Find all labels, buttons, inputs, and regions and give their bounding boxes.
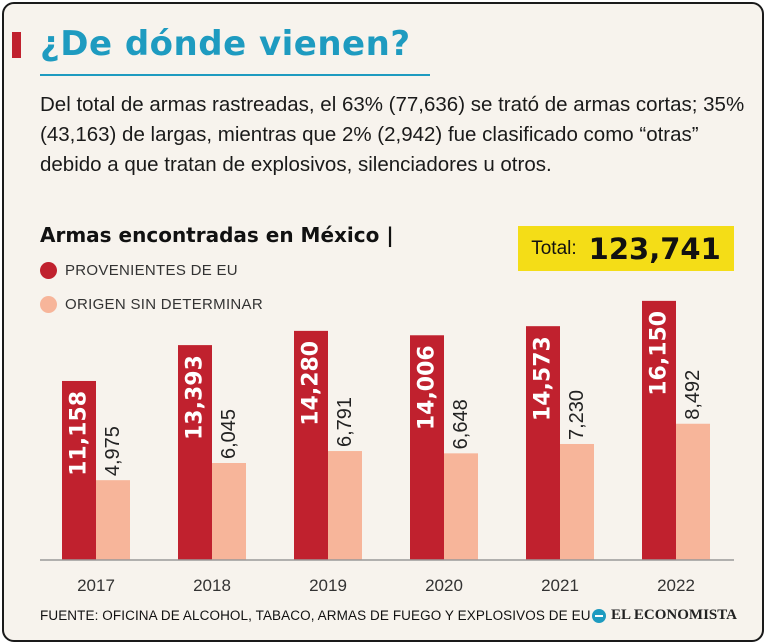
x-tick-label-2019: 2019: [309, 576, 347, 595]
title-accent-bar: [12, 32, 21, 58]
brand-logo: EL ECONOMISTA: [592, 607, 737, 624]
intro-paragraph: Del total de armas rastreadas, el 63% (7…: [40, 93, 745, 176]
source-note: FUENTE: OFICINA DE ALCOHOL, TABACO, ARMA…: [40, 608, 591, 623]
title-underline: [40, 74, 430, 76]
x-tick-label-2020: 2020: [425, 576, 463, 595]
legend-swatch-undetermined: [40, 295, 57, 313]
x-tick-label-2018: 2018: [193, 576, 231, 595]
legend-swatch-eu: [40, 261, 57, 279]
legend-label-eu: PROVENIENTES DE EU: [65, 261, 238, 279]
legend-item-eu: PROVENIENTES DE EU: [40, 259, 263, 281]
x-tick-label-2021: 2021: [541, 576, 579, 595]
bar-eu-2020: [410, 335, 444, 560]
bar-eu-2021: [526, 326, 560, 560]
x-tick-label-2022: 2022: [657, 576, 695, 595]
data-label-undetermined-2021: 7,230: [566, 390, 588, 440]
bar-undetermined-2017: [96, 480, 130, 560]
chart-title: Armas encontradas en México |: [40, 223, 394, 247]
data-label-eu-2019: 14,280: [299, 341, 324, 426]
chart-legend: PROVENIENTES DE EU ORIGEN SIN DETERMINAR: [40, 259, 263, 327]
total-value: 123,741: [588, 231, 721, 266]
data-label-undetermined-2017: 4,975: [102, 426, 124, 476]
bar-undetermined-2020: [444, 453, 478, 560]
data-label-eu-2022: 16,150: [647, 311, 672, 396]
bar-undetermined-2022: [676, 423, 710, 560]
bar-eu-2017: [62, 380, 96, 560]
data-label-undetermined-2019: 6,791: [334, 397, 356, 447]
data-label-undetermined-2018: 6,045: [218, 409, 240, 459]
bar-undetermined-2019: [328, 451, 362, 560]
data-label-eu-2020: 14,006: [415, 345, 440, 430]
data-label-undetermined-2020: 6,648: [450, 399, 472, 449]
bar-undetermined-2021: [560, 443, 594, 560]
data-label-eu-2017: 11,158: [67, 391, 92, 476]
bar-eu-2019: [294, 330, 328, 560]
total-badge: Total: 123,741: [518, 226, 734, 271]
legend-item-undetermined: ORIGEN SIN DETERMINAR: [40, 293, 263, 315]
bar-eu-2022: [642, 300, 676, 560]
data-label-undetermined-2022: 8,492: [682, 370, 704, 420]
legend-label-undetermined: ORIGEN SIN DETERMINAR: [65, 295, 263, 313]
total-label: Total:: [531, 237, 577, 259]
brand-globe-icon: [592, 608, 606, 623]
bar-undetermined-2018: [212, 463, 246, 560]
x-tick-label-2017: 2017: [77, 576, 115, 595]
brand-name: EL ECONOMISTA: [611, 607, 737, 623]
bar-eu-2018: [178, 345, 212, 560]
data-label-eu-2018: 13,393: [183, 355, 208, 440]
page-title: ¿De dónde vienen?: [40, 24, 411, 64]
data-label-eu-2021: 14,573: [531, 336, 556, 421]
